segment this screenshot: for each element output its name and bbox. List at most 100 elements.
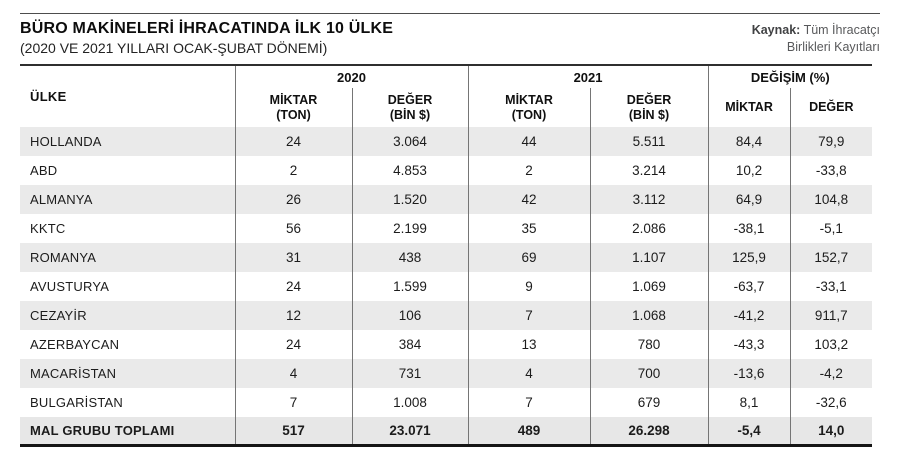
value-cell: 103,2 xyxy=(814,337,849,352)
value-cell: 1.008 xyxy=(352,388,469,417)
group-header-row: ÜLKE 2020 2021 DEĞİŞİM (%) xyxy=(20,65,872,127)
sub-header-row: MİKTAR (TON) DEĞER (BİN $) MİKTAR (TON) DEĞ… xyxy=(20,88,872,127)
source-label: Kaynak: xyxy=(751,23,801,37)
value-cell: 24 xyxy=(235,330,353,359)
value-cell: 12 xyxy=(235,301,353,330)
col-header-country: ÜLKE xyxy=(20,65,236,127)
value-cell: 24 xyxy=(235,272,353,301)
value-cell: 44 xyxy=(468,127,591,156)
table-body: HOLLANDA 24 3.064 44 5.511 84,4 79,9 ABD… xyxy=(20,127,873,445)
country-cell: KKTC xyxy=(20,214,236,243)
value-cell: 42 xyxy=(468,185,591,214)
col-group-2021: 2021 xyxy=(468,65,709,88)
col-header-2020-amount: MİKTAR (TON) xyxy=(235,88,353,127)
value-cell: 4.853 xyxy=(352,156,469,185)
country-cell: MACARİSTAN xyxy=(20,359,236,388)
value-cell: 84,4 xyxy=(708,127,791,156)
value-cell: 26 xyxy=(235,185,353,214)
value-cell: 2.199 xyxy=(352,214,469,243)
value-cell: 7 xyxy=(235,388,353,417)
value-cell: 2 xyxy=(468,156,591,185)
total-label-cell: MAL GRUBU TOPLAMI xyxy=(20,417,236,445)
table-row: ALMANYA 26 1.520 42 3.112 64,9 104,8 xyxy=(20,185,873,214)
total-value-cell: 489 xyxy=(468,417,591,445)
value-cell: 780 xyxy=(590,330,709,359)
country-cell: ALMANYA xyxy=(20,185,236,214)
table-row: CEZAYİR 12 106 7 1.068 -41,2 911,7 xyxy=(20,301,873,330)
value-cell: -32,6 xyxy=(815,395,847,410)
country-cell: AVUSTURYA xyxy=(20,272,236,301)
value-cell: 10,2 xyxy=(708,156,791,185)
value-cell: 152,7 xyxy=(814,250,849,265)
value-cell: 438 xyxy=(352,243,469,272)
table-row: MACARİSTAN 4 731 4 700 -13,6 -4,2 xyxy=(20,359,873,388)
value-cell: 731 xyxy=(352,359,469,388)
value-cell: 24 xyxy=(235,127,353,156)
value-cell: -4,2 xyxy=(819,366,843,381)
value-cell: -13,6 xyxy=(708,359,791,388)
value-cell: 5.511 xyxy=(590,127,709,156)
value-cell: -43,3 xyxy=(708,330,791,359)
table-row: BULGARİSTAN 7 1.008 7 679 8,1 -32,6 xyxy=(20,388,872,417)
col-group-2020: 2020 xyxy=(235,65,469,88)
value-cell: 106 xyxy=(352,301,469,330)
country-cell: ABD xyxy=(20,156,236,185)
total-row: MAL GRUBU TOPLAMI 517 23.071 489 26.298 … xyxy=(20,417,873,445)
value-cell: 69 xyxy=(468,243,591,272)
table-row: HOLLANDA 24 3.064 44 5.511 84,4 79,9 xyxy=(20,127,873,156)
export-table: ÜLKE 2020 2021 DEĞİŞİM (%) MİKTAR (TON) D… xyxy=(20,64,873,447)
value-cell: 1.107 xyxy=(590,243,709,272)
source-note: Kaynak: Tüm İhracatçı Birlikleri Kayıtla… xyxy=(752,20,880,56)
country-cell: ROMANYA xyxy=(20,243,236,272)
total-value-cell: 517 xyxy=(235,417,353,445)
country-cell: CEZAYİR xyxy=(20,301,236,330)
value-cell: 1.599 xyxy=(352,272,469,301)
value-cell: 104,8 xyxy=(814,192,849,207)
value-cell: 7 xyxy=(468,301,591,330)
country-cell: BULGARİSTAN xyxy=(20,388,236,417)
title-block: BÜRO MAKİNELERİ İHRACATINDA İLK 10 ÜLKE … xyxy=(20,20,393,56)
value-cell: 4 xyxy=(235,359,353,388)
value-cell: 125,9 xyxy=(708,243,791,272)
source-text-1: Tüm İhracatçı xyxy=(803,23,880,37)
col-group-change: DEĞİŞİM (%) xyxy=(750,69,830,85)
source-line-1: Kaynak: Tüm İhracatçı xyxy=(752,22,880,39)
col-header-change-amount: MİKTAR xyxy=(708,88,791,127)
value-cell: 4 xyxy=(468,359,591,388)
table-row: AZERBAYCAN 24 384 13 780 -43,3 103,2 xyxy=(20,330,872,359)
col-header-2021-value: DEĞER (BİN $) xyxy=(590,88,709,127)
value-cell: 911,7 xyxy=(814,308,848,323)
total-value-cell: 14,0 xyxy=(818,422,845,438)
col-header-2021-amount: MİKTAR (TON) xyxy=(468,88,591,127)
value-cell: 13 xyxy=(468,330,591,359)
value-cell: 2 xyxy=(235,156,353,185)
page-subtitle: (2020 VE 2021 YILLARI OCAK-ŞUBAT DÖNEMİ) xyxy=(20,40,328,57)
source-text-2: Birlikleri Kayıtları xyxy=(786,39,880,54)
value-cell: 3.112 xyxy=(590,185,709,214)
value-cell: 8,1 xyxy=(708,388,791,417)
col-header-change-value: DEĞER xyxy=(809,100,854,115)
value-cell: 9 xyxy=(468,272,591,301)
value-cell: 31 xyxy=(235,243,353,272)
value-cell: -41,2 xyxy=(708,301,791,330)
value-cell: 1.069 xyxy=(590,272,709,301)
value-cell: 64,9 xyxy=(708,185,791,214)
value-cell: 7 xyxy=(468,388,591,417)
value-cell: -5,1 xyxy=(819,221,843,236)
total-value-cell: 23.071 xyxy=(352,417,469,445)
table-row: ABD 2 4.853 2 3.214 10,2 -33,8 xyxy=(20,156,872,185)
country-cell: AZERBAYCAN xyxy=(20,330,236,359)
value-cell: -33,8 xyxy=(815,163,847,178)
value-cell: 1.068 xyxy=(590,301,709,330)
page-title: BÜRO MAKİNELERİ İHRACATINDA İLK 10 ÜLKE xyxy=(20,20,394,37)
value-cell: 3.064 xyxy=(352,127,469,156)
value-cell: 56 xyxy=(235,214,353,243)
table-header: ÜLKE 2020 2021 DEĞİŞİM (%) MİKTAR (TON) D… xyxy=(20,65,872,127)
table-row: ROMANYA 31 438 69 1.107 125,9 152,7 xyxy=(20,243,873,272)
value-cell: -38,1 xyxy=(708,214,791,243)
value-cell: 384 xyxy=(352,330,469,359)
value-cell: 2.086 xyxy=(590,214,709,243)
value-cell: 35 xyxy=(468,214,591,243)
table-row: AVUSTURYA 24 1.599 9 1.069 -63,7 -33,1 xyxy=(20,272,872,301)
